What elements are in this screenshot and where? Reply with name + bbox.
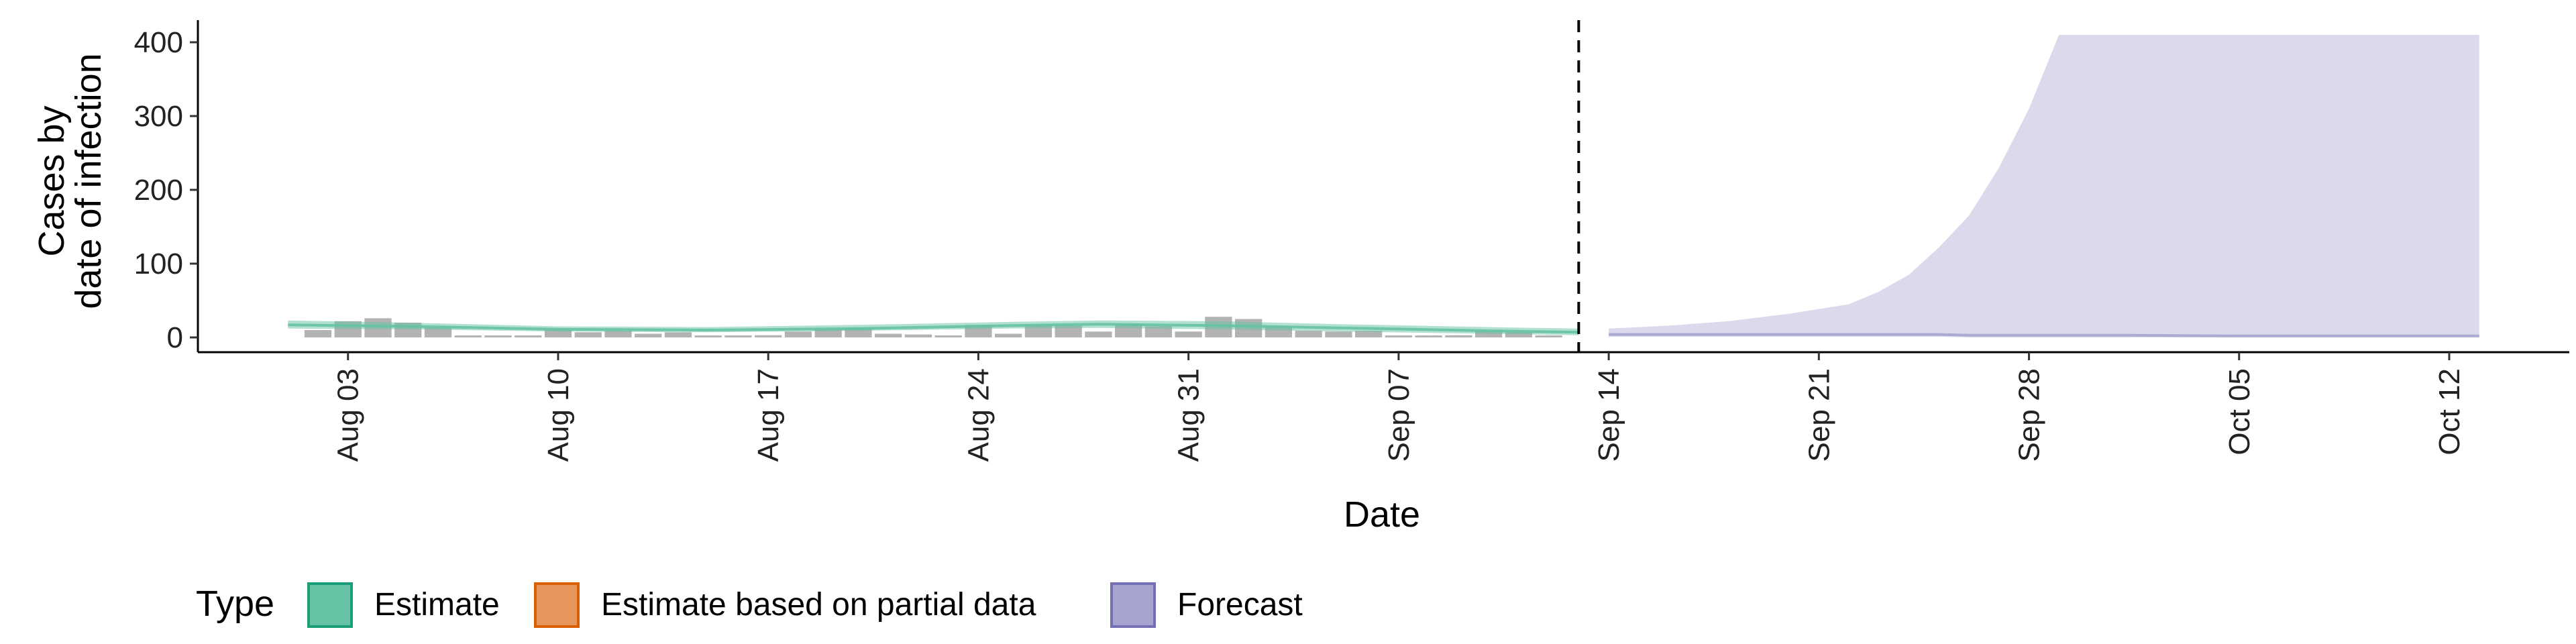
legend-swatch-estimate bbox=[307, 582, 353, 628]
plot-area bbox=[288, 20, 2479, 352]
y-tick-label: 300 bbox=[134, 100, 183, 133]
reported-case-bar bbox=[1535, 335, 1562, 337]
legend-label-forecast: Forecast bbox=[1177, 587, 1303, 623]
reported-case-bar bbox=[1415, 335, 1442, 337]
reported-case-bar bbox=[755, 335, 782, 337]
x-tick-label: Oct 05 bbox=[2223, 368, 2256, 455]
y-axis-title-line-2: date of infection bbox=[68, 53, 109, 309]
reported-case-bar bbox=[1325, 331, 1352, 337]
legend-label-partial-estimate: Estimate based on partial data bbox=[601, 587, 1036, 623]
reported-case-bar bbox=[1505, 332, 1532, 337]
x-tick-label: Sep 14 bbox=[1593, 368, 1625, 462]
reported-case-bar bbox=[904, 334, 932, 337]
reported-case-bar bbox=[1445, 335, 1472, 337]
axes: 0 100 200 300 400 Aug 03 Aug 10 Aug 17 Aug 24 Aug… bbox=[134, 20, 2569, 462]
x-tick-label: Aug 10 bbox=[542, 368, 575, 462]
reported-case-bar bbox=[1295, 331, 1322, 337]
reported-case-bar bbox=[875, 333, 902, 337]
reported-case-bar bbox=[934, 335, 962, 337]
reported-case-bar bbox=[1385, 335, 1413, 337]
legend-swatch-partial-estimate bbox=[534, 582, 580, 628]
x-tick-label: Aug 03 bbox=[332, 368, 365, 462]
x-tick-label: Aug 31 bbox=[1173, 368, 1205, 462]
reported-case-bar bbox=[995, 333, 1022, 337]
reported-case-bar bbox=[784, 331, 812, 337]
reported-case-bar bbox=[635, 333, 662, 337]
series-ribbon-2 bbox=[1609, 35, 2479, 337]
reported-case-bar bbox=[604, 331, 632, 337]
y-tick-label: 200 bbox=[134, 174, 183, 207]
x-tick-label: Sep 07 bbox=[1383, 368, 1415, 462]
y-tick-label: 0 bbox=[167, 321, 183, 354]
reported-case-bar bbox=[724, 335, 752, 337]
y-tick-label: 100 bbox=[134, 248, 183, 280]
reported-case-bar bbox=[814, 329, 842, 337]
reported-case-bar bbox=[664, 332, 692, 337]
y-axis-title-line-1: Cases by bbox=[32, 105, 72, 256]
reported-case-bar bbox=[574, 332, 602, 337]
reported-case-bar bbox=[1144, 326, 1173, 337]
reported-case-bar bbox=[1055, 325, 1082, 337]
reported-case-bar bbox=[1175, 331, 1202, 337]
reported-case-bar bbox=[454, 335, 482, 337]
x-tick-label: Aug 24 bbox=[962, 368, 995, 462]
legend-label-estimate: Estimate bbox=[374, 587, 500, 623]
series-median-line-0 bbox=[288, 323, 1579, 334]
series-median-line-2 bbox=[1609, 333, 2479, 337]
x-axis-title: Date bbox=[1344, 494, 1420, 535]
x-tick-label: Sep 28 bbox=[2013, 368, 2046, 462]
reported-case-bar bbox=[484, 335, 512, 337]
reported-case-bar bbox=[1354, 331, 1383, 337]
reported-case-bar bbox=[694, 335, 722, 337]
reported-case-bar bbox=[304, 330, 332, 337]
x-tick-label: Sep 21 bbox=[1803, 368, 1835, 462]
x-tick-label: Aug 17 bbox=[752, 368, 785, 462]
x-tick-label: Oct 12 bbox=[2433, 368, 2466, 455]
legend-swatch-forecast bbox=[1110, 582, 1156, 628]
legend-title: Type bbox=[196, 584, 274, 624]
legend: Type Estimate Estimate based on partial … bbox=[196, 582, 1303, 628]
reported-case-bar bbox=[1085, 331, 1112, 337]
reported-case-bar bbox=[424, 327, 452, 337]
y-tick-label: 400 bbox=[134, 26, 183, 59]
reported-case-bar bbox=[515, 335, 542, 337]
reported-case-bar bbox=[1474, 331, 1503, 337]
